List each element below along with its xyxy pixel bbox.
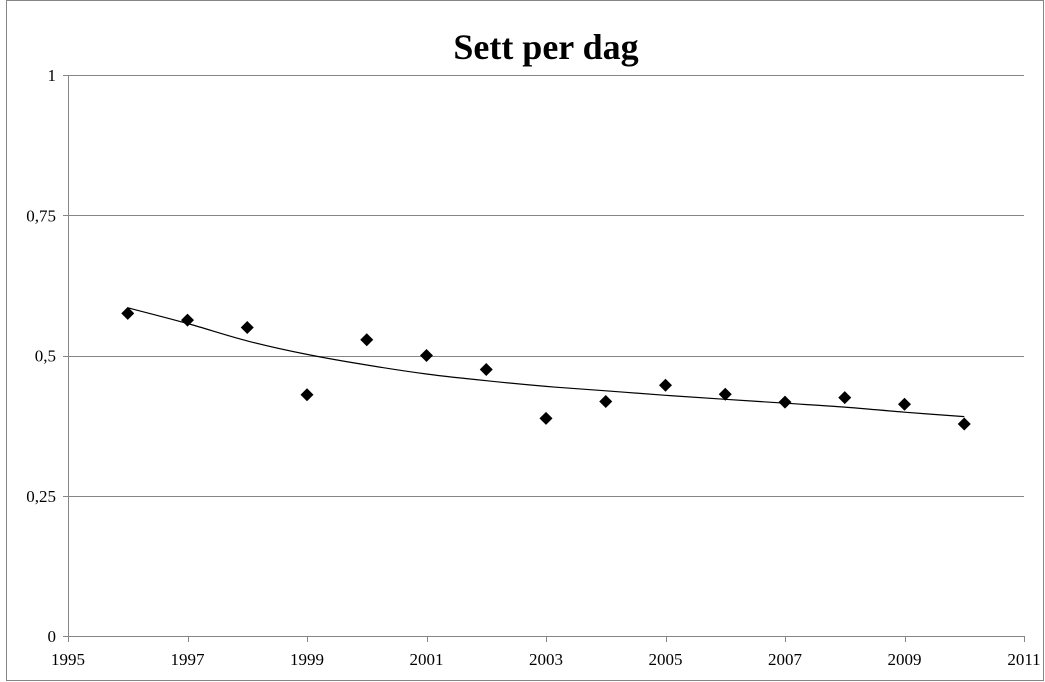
data-point — [479, 363, 493, 377]
y-tick-label: 0,25 — [26, 487, 56, 506]
trendline — [127, 307, 965, 418]
chart-frame — [6, 0, 1044, 681]
data-point — [599, 395, 613, 409]
data-points — [121, 306, 971, 431]
data-point — [898, 397, 911, 411]
data-point — [121, 306, 135, 320]
y-tick-label: 0,5 — [35, 347, 56, 366]
x-tick-label: 1995 — [51, 650, 85, 669]
data-point — [778, 395, 792, 409]
data-point — [539, 411, 553, 425]
data-point — [420, 349, 433, 362]
data-point — [240, 320, 254, 334]
data-point — [659, 378, 672, 392]
y-tick-label: 0 — [48, 627, 57, 646]
trendline-layer — [127, 307, 965, 418]
x-tick-label: 2003 — [529, 650, 563, 669]
axes — [63, 75, 1025, 642]
data-point — [300, 388, 314, 402]
x-tick-label: 2007 — [768, 650, 803, 669]
x-tick-label: 2011 — [1007, 650, 1040, 669]
x-tick-label: 1999 — [290, 650, 324, 669]
data-point — [181, 313, 194, 327]
data-point — [360, 333, 374, 347]
x-tick-label: 2005 — [649, 650, 683, 669]
gridlines — [68, 75, 1024, 497]
y-tick-label: 0,75 — [26, 206, 56, 225]
data-point — [718, 387, 732, 401]
x-tick-label: 1997 — [171, 650, 206, 669]
data-point — [957, 417, 971, 431]
y-tick-label: 1 — [48, 66, 57, 85]
chart-title: Sett per dag — [453, 27, 638, 67]
x-tick-label: 2001 — [410, 650, 444, 669]
x-tick-label: 2009 — [888, 650, 922, 669]
data-point — [838, 391, 852, 405]
tick-labels: 0 0,25 0,5 0,75 1 1995 1997 1999 2001 2003 2005 200… — [26, 66, 1040, 669]
